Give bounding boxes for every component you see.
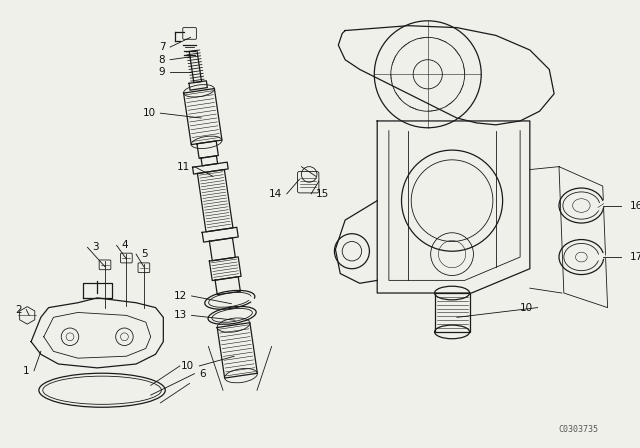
Text: 16: 16 bbox=[630, 201, 640, 211]
Text: 13: 13 bbox=[173, 310, 187, 320]
Text: 9: 9 bbox=[159, 67, 165, 78]
Bar bbox=[435, 293, 470, 332]
Text: 4: 4 bbox=[122, 241, 128, 250]
Text: 11: 11 bbox=[177, 162, 189, 172]
Text: 12: 12 bbox=[173, 291, 187, 301]
Text: 14: 14 bbox=[269, 189, 282, 199]
Text: 10: 10 bbox=[143, 108, 156, 118]
Text: 5: 5 bbox=[141, 249, 148, 259]
Text: 8: 8 bbox=[159, 55, 165, 65]
Text: 7: 7 bbox=[159, 42, 165, 52]
Text: 2: 2 bbox=[15, 305, 21, 314]
Text: 10: 10 bbox=[181, 361, 195, 371]
Text: 15: 15 bbox=[316, 189, 329, 199]
Text: C0303735: C0303735 bbox=[559, 425, 598, 434]
Text: 17: 17 bbox=[630, 252, 640, 262]
Text: 6: 6 bbox=[199, 369, 206, 379]
Text: 3: 3 bbox=[92, 242, 99, 252]
Text: 1: 1 bbox=[22, 366, 29, 376]
Text: 10: 10 bbox=[520, 302, 532, 313]
